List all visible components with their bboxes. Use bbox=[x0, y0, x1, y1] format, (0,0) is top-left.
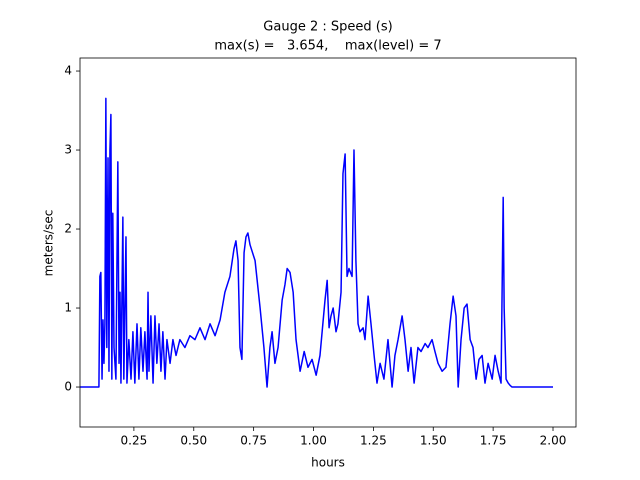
x-tick-label: 1.00 bbox=[300, 434, 327, 448]
chart-subtitle: max(s) = 3.654, max(level) = 7 bbox=[214, 39, 441, 54]
x-tick-label: 0.25 bbox=[121, 434, 148, 448]
x-tick-label: 0.50 bbox=[180, 434, 207, 448]
data-line bbox=[80, 97, 554, 388]
chart-title: Gauge 2 : Speed (s) bbox=[263, 20, 392, 35]
y-axis-label: meters/sec bbox=[42, 210, 56, 277]
y-tick-label: 0 bbox=[64, 380, 72, 394]
x-tick-label: 0.75 bbox=[240, 434, 267, 448]
y-tick-label: 2 bbox=[64, 222, 72, 236]
y-tick-label: 3 bbox=[64, 143, 72, 157]
x-tick-label: 1.50 bbox=[420, 434, 447, 448]
y-tick-label: 1 bbox=[64, 301, 72, 315]
axes-frame bbox=[79, 57, 577, 428]
x-tick-label: 2.00 bbox=[540, 434, 567, 448]
x-axis-label: hours bbox=[311, 456, 345, 470]
x-tick-label: 1.75 bbox=[480, 434, 507, 448]
x-tick-label: 1.25 bbox=[360, 434, 387, 448]
y-tick-label: 4 bbox=[64, 64, 72, 78]
